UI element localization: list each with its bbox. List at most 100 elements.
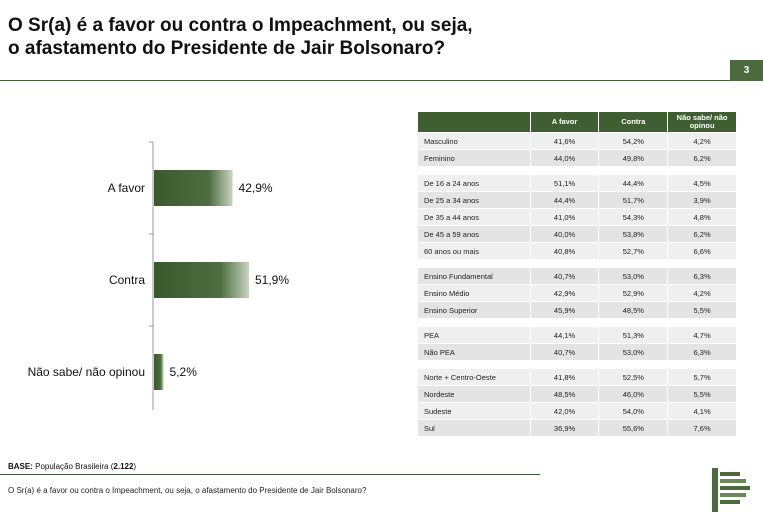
- table-cell: 52,7%: [599, 243, 668, 259]
- row-label: De 16 a 24 anos: [418, 175, 530, 191]
- base-label: BASE:: [8, 462, 33, 471]
- table-cell: 48,5%: [530, 386, 599, 402]
- table-cell: 5,7%: [668, 369, 736, 385]
- table-cell: 54,3%: [599, 209, 668, 225]
- row-label: De 35 a 44 anos: [418, 209, 530, 225]
- table-cell: 4,2%: [668, 285, 736, 301]
- row-label: De 45 a 59 anos: [418, 226, 530, 242]
- table-row: Norte + Centro-Oeste 41,8% 52,5% 5,7%: [418, 369, 736, 385]
- row-label: Norte + Centro-Oeste: [418, 369, 530, 385]
- bar: [154, 354, 164, 390]
- table-cell: 36,9%: [530, 420, 599, 436]
- row-label: Ensino Médio: [418, 285, 530, 301]
- table-row: De 25 a 34 anos 44,4% 51,7% 3,9%: [418, 192, 736, 208]
- table-cell: 45,9%: [530, 302, 599, 318]
- table-row: Nordeste 48,5% 46,0% 5,5%: [418, 386, 736, 402]
- row-label: Não PEA: [418, 344, 530, 360]
- table-cell: 5,5%: [668, 302, 736, 318]
- table-cell: 53,0%: [599, 268, 668, 284]
- category-label: Não sabe/ não opinou: [28, 365, 145, 379]
- table-cell: 6,6%: [668, 243, 736, 259]
- table-cell: 40,7%: [530, 268, 599, 284]
- data-label: 42,9%: [239, 181, 273, 195]
- table-cell: 3,9%: [668, 192, 736, 208]
- table-row: Sudeste 42,0% 54,0% 4,1%: [418, 403, 736, 419]
- table-cell: 40,7%: [530, 344, 599, 360]
- table-cell: 6,2%: [668, 150, 736, 166]
- row-label: Feminino: [418, 150, 530, 166]
- page-number-badge: 3: [730, 60, 763, 81]
- table-row: Não PEA 40,7% 53,0% 6,3%: [418, 344, 736, 360]
- table-cell: 7,6%: [668, 420, 736, 436]
- category-label: Contra: [109, 273, 145, 287]
- table-cell: 48,5%: [599, 302, 668, 318]
- table-cell: 49,8%: [599, 150, 668, 166]
- row-label: Sul: [418, 420, 530, 436]
- table-cell: 54,2%: [599, 133, 668, 149]
- table-cell: 4,8%: [668, 209, 736, 225]
- data-label: 5,2%: [170, 365, 198, 379]
- table-cell: 4,1%: [668, 403, 736, 419]
- column-header: A favor: [530, 112, 599, 132]
- bar: [154, 262, 249, 298]
- table-cell: 55,6%: [599, 420, 668, 436]
- table-cell: 5,5%: [668, 386, 736, 402]
- column-header: Não sabe/ não opinou: [668, 112, 736, 132]
- table-row: De 45 a 59 anos 40,0% 53,8% 6,2%: [418, 226, 736, 242]
- table-cell: 4,2%: [668, 133, 736, 149]
- row-label: 60 anos ou mais: [418, 243, 530, 259]
- base-count: 2.122: [113, 462, 134, 471]
- table-cell: 46,0%: [599, 386, 668, 402]
- table-cell: 6,3%: [668, 268, 736, 284]
- table-cell: 42,0%: [530, 403, 599, 419]
- table-cell: 4,7%: [668, 327, 736, 343]
- table-row: Masculino 41,6% 54,2% 4,2%: [418, 133, 736, 149]
- table-cell: 52,9%: [599, 285, 668, 301]
- table-cell: 44,0%: [530, 150, 599, 166]
- table-cell: 53,8%: [599, 226, 668, 242]
- base-note: BASE: População Brasileira (2.122): [8, 462, 136, 471]
- data-label: 51,9%: [255, 273, 289, 287]
- table-cell: 52,5%: [599, 369, 668, 385]
- header-divider: [0, 80, 730, 81]
- table-cell: 44,4%: [530, 192, 599, 208]
- table-cell: 6,2%: [668, 226, 736, 242]
- column-header: [418, 112, 530, 132]
- bar: [154, 170, 233, 206]
- page-title: O Sr(a) é a favor ou contra o Impeachmen…: [8, 14, 568, 60]
- title-line-1: O Sr(a) é a favor ou contra o Impeachmen…: [8, 15, 473, 36]
- bar-chart: A favor 42,9% Contra 51,9% Não sabe/ não opi…: [28, 141, 289, 410]
- table-cell: 41,0%: [530, 209, 599, 225]
- table-cell: 42,9%: [530, 285, 599, 301]
- row-label: Ensino Superior: [418, 302, 530, 318]
- row-label: Masculino: [418, 133, 530, 149]
- table-row: Ensino Fundamental 40,7% 53,0% 6,3%: [418, 268, 736, 284]
- table-row: De 16 a 24 anos 51,1% 44,4% 4,5%: [418, 175, 736, 191]
- row-label: Nordeste: [418, 386, 530, 402]
- category-label: A favor: [108, 181, 145, 195]
- table-row: Ensino Superior 45,9% 48,5% 5,5%: [418, 302, 736, 318]
- table-cell: 53,0%: [599, 344, 668, 360]
- row-label: Sudeste: [418, 403, 530, 419]
- base-text: População Brasileira (: [35, 462, 114, 471]
- table-row: 60 anos ou mais 40,8% 52,7% 6,6%: [418, 243, 736, 259]
- table-cell: 51,3%: [599, 327, 668, 343]
- base-close: ): [133, 462, 137, 471]
- table-cell: 44,4%: [599, 175, 668, 191]
- column-header: Contra: [599, 112, 668, 132]
- row-label: PEA: [418, 327, 530, 343]
- question-footnote: O Sr(a) é a favor ou contra o Impeachmen…: [8, 486, 367, 495]
- table-cell: 41,6%: [530, 133, 599, 149]
- table-row: Feminino 44,0% 49,8% 6,2%: [418, 150, 736, 166]
- table-cell: 51,7%: [599, 192, 668, 208]
- table-cell: 51,1%: [530, 175, 599, 191]
- table-cell: 44,1%: [530, 327, 599, 343]
- brand-logo-icon: [712, 468, 750, 512]
- table-cell: 4,5%: [668, 175, 736, 191]
- table-cell: 6,3%: [668, 344, 736, 360]
- row-label: Ensino Fundamental: [418, 268, 530, 284]
- table-cell: 54,0%: [599, 403, 668, 419]
- table-row: De 35 a 44 anos 41,0% 54,3% 4,8%: [418, 209, 736, 225]
- table-cell: 40,0%: [530, 226, 599, 242]
- row-label: De 25 a 34 anos: [418, 192, 530, 208]
